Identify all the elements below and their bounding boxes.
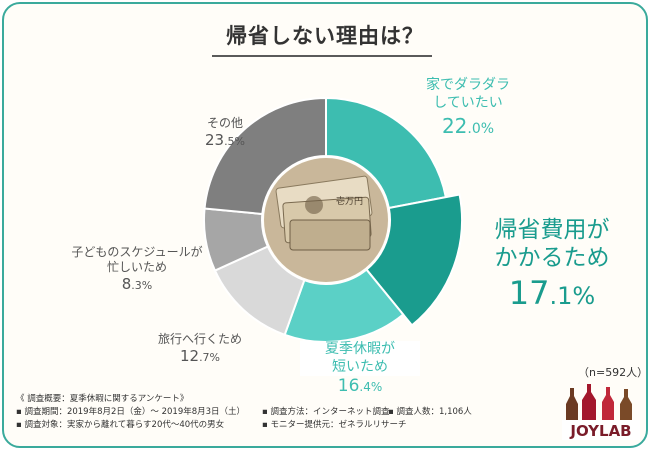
label-line: 子どものスケジュールが — [71, 245, 203, 259]
label-percent-decimal: .0% — [467, 121, 495, 137]
slice-label-travel-cost: 帰省費用が かかるため 17.1% — [462, 217, 642, 312]
label-percent-decimal: .7% — [199, 351, 221, 364]
slice-label-trip: 旅行へ行くため 12.7% — [140, 332, 260, 366]
survey-overview: 《 調査概要：夏季休暇に関するアンケート》 — [16, 394, 189, 404]
label-percent: 22 — [441, 114, 468, 138]
pie-slice — [365, 193, 463, 327]
label-percent-decimal: .5% — [224, 135, 246, 148]
survey-period: ▪ 調査期間：2019年8月2日（金）〜 2019年8月3日（土） — [16, 407, 246, 417]
label-percent: 17 — [508, 274, 550, 313]
slice-label-short-vacation: 夏季休暇が 短いため 16.4% — [300, 341, 420, 397]
pie-slice — [203, 96, 327, 216]
label-percent-decimal: .4% — [359, 380, 383, 394]
label-percent-decimal: .3% — [131, 279, 153, 292]
svg-text:壱万円: 壱万円 — [336, 195, 363, 207]
label-line: 旅行へ行くため — [157, 332, 242, 346]
slice-label-other: その他 23.5% — [190, 116, 260, 150]
sample-size: （n=592人） — [578, 366, 649, 379]
label-percent-decimal: .1% — [549, 282, 596, 311]
label-percent: 12 — [179, 347, 200, 365]
label-percent: 16 — [337, 376, 360, 396]
slice-label-children: 子どものスケジュールが 忙しいため 8.3% — [62, 245, 212, 294]
label-percent: 23 — [204, 131, 225, 149]
survey-count: ▪ 調査人数：1,106人 — [388, 407, 472, 417]
joylab-logo: JOYLAB — [562, 384, 640, 440]
pie-slice — [325, 96, 448, 210]
logo-text: JOYLAB — [569, 422, 631, 440]
label-line: 忙しいため — [106, 260, 167, 274]
title-underline — [212, 55, 432, 57]
survey-provider: ▪ モニター提供元：ゼネラルリサーチ — [262, 420, 407, 430]
label-line: 短いため — [300, 358, 420, 376]
label-line: していたい — [433, 94, 503, 111]
label-line: 夏季休暇が — [300, 341, 420, 359]
money-photo-icon: 壱万円 — [264, 158, 388, 282]
label-line: かかるため — [494, 244, 610, 271]
survey-target: ▪ 調査対象：実家から離れて暮らす20代〜40代の男女 — [16, 420, 225, 430]
label-line: 帰省費用が — [494, 217, 610, 243]
label-percent: 8 — [121, 275, 132, 293]
label-line: 家でダラダラ — [426, 77, 510, 93]
page-title: 帰省しない理由は？ — [226, 24, 424, 48]
slice-label-home: 家でダラダラ していたい 22.0% — [398, 77, 538, 139]
label-line: その他 — [206, 116, 243, 130]
bottles-icon — [566, 384, 632, 422]
survey-method: ▪ 調査方法：インターネット調査 — [262, 407, 390, 417]
